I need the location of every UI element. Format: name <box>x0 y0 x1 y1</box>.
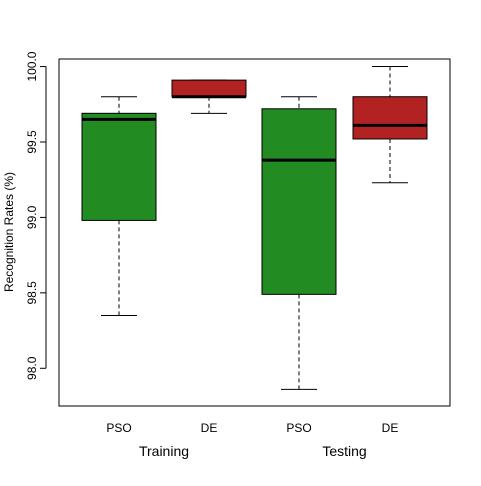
plot-frame <box>58 58 451 407</box>
box-body <box>81 112 157 221</box>
group-label: Training <box>139 443 189 459</box>
box-pso-testing <box>261 96 337 390</box>
box-series <box>81 66 428 390</box>
box-de-testing <box>352 66 428 184</box>
y-tick-label: 98.5 <box>25 281 39 305</box>
box-body <box>171 79 247 98</box>
y-tick-label: 100.0 <box>25 51 39 81</box>
y-tick-label: 99.0 <box>25 205 39 229</box>
box-body <box>352 96 428 140</box>
box-de-training <box>171 79 247 114</box>
x-axis-labels: PSO DE PSO DE Training Testing <box>106 421 398 459</box>
y-tick-label: 99.5 <box>25 130 39 154</box>
y-axis-title: Recognition Rates (%) <box>2 172 16 292</box>
x-tick-label: PSO <box>106 421 131 435</box>
y-tick-label: 98.0 <box>25 356 39 380</box>
y-axis: 98.0 98.5 99.0 99.5 100.0 <box>25 51 47 380</box>
box-pso-training <box>81 96 157 316</box>
group-label: Testing <box>322 443 366 459</box>
x-tick-label: DE <box>201 421 218 435</box>
x-tick-label: DE <box>382 421 399 435</box>
x-tick-label: PSO <box>286 421 311 435</box>
box-body <box>261 108 337 295</box>
